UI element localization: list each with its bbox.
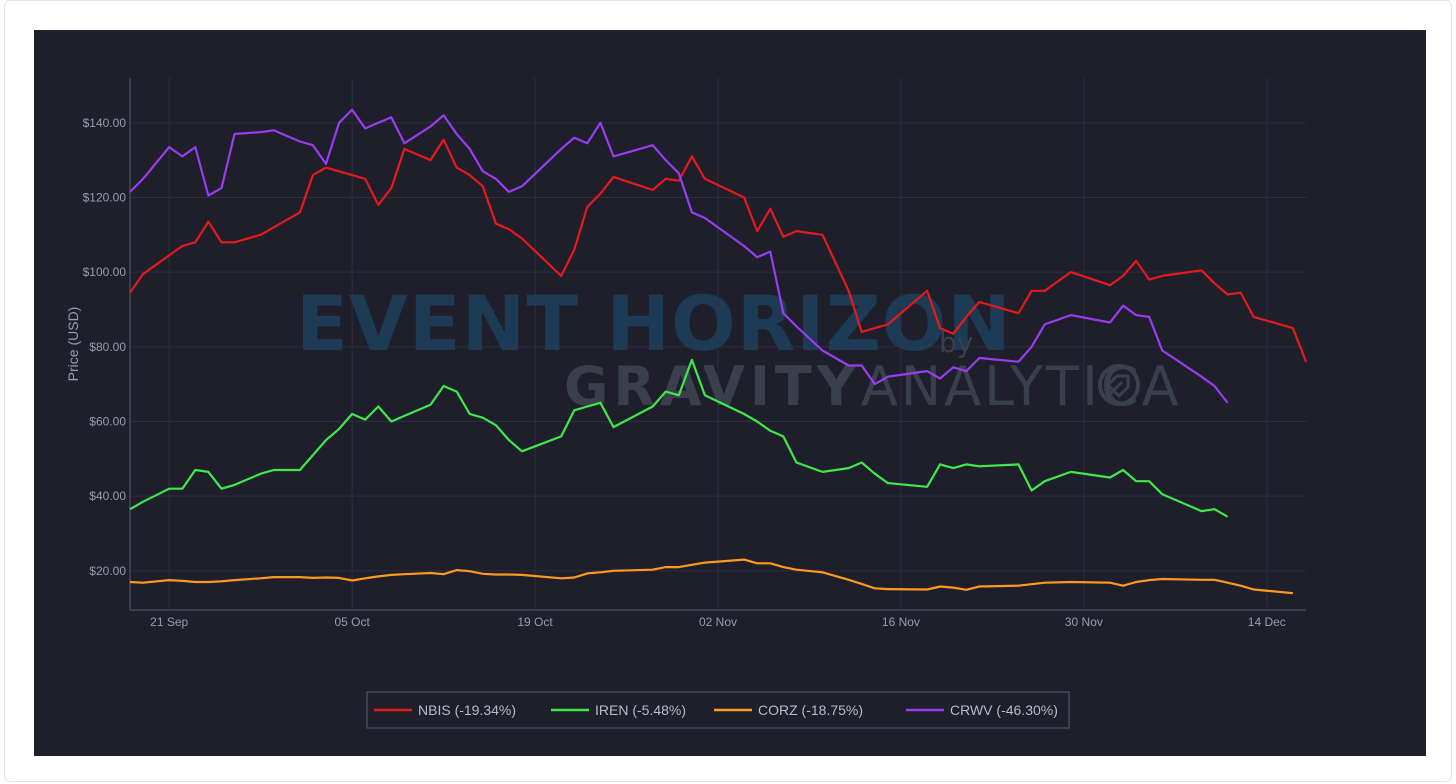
x-tick-label: 02 Nov [699, 615, 737, 629]
x-tick-label: 16 Nov [882, 615, 920, 629]
y-tick-label: $120.00 [83, 190, 127, 204]
x-tick-label: 14 Dec [1248, 615, 1286, 629]
y-axis-label: Price (USD) [65, 307, 81, 382]
y-axis: $20.00 $40.00 $60.00 $80.00 $100.00 $120.00 $1… [83, 116, 127, 578]
price-line-chart: EVENT HORIZON by GRAVITYANALYTICA $20.00… [65, 78, 1308, 729]
legend-item-corz[interactable]: CORZ (-18.75%) [714, 702, 863, 718]
series-line-nbis [129, 138, 1308, 363]
watermark-brand-light: ANALYTICA [861, 355, 1182, 418]
series-line-iren [129, 358, 1229, 518]
series-line-crwv [129, 108, 1229, 404]
x-tick-label: 21 Sep [150, 615, 188, 629]
x-tick-label: 19 Oct [517, 615, 553, 629]
legend-label: NBIS (-19.34%) [418, 702, 516, 718]
x-axis: 21 Sep 05 Oct 19 Oct 02 Nov 16 Nov 30 Nov 14 D… [150, 615, 1286, 629]
legend-label: CRWV (-46.30%) [950, 702, 1058, 718]
series-line-corz [129, 558, 1294, 595]
x-tick-label: 30 Nov [1065, 615, 1103, 629]
chart-panel: EVENT HORIZON by GRAVITYANALYTICA $20.00… [34, 30, 1426, 756]
y-tick-label: $20.00 [89, 564, 126, 578]
watermark: EVENT HORIZON by GRAVITYANALYTICA [296, 279, 1182, 418]
y-tick-label: $100.00 [83, 265, 127, 279]
watermark-event-horizon: EVENT HORIZON [296, 279, 1012, 368]
grid-lines [130, 78, 1306, 610]
legend-item-nbis[interactable]: NBIS (-19.34%) [374, 702, 516, 718]
y-tick-label: $40.00 [89, 489, 126, 503]
rocket-logo-icon [1098, 364, 1140, 406]
series-lines [129, 108, 1308, 595]
legend-label: CORZ (-18.75%) [758, 702, 863, 718]
legend[interactable]: NBIS (-19.34%) IREN (-5.48%) CORZ (-18.75%… [366, 691, 1070, 729]
watermark-gravity-analytica: GRAVITYANALYTICA [564, 355, 1182, 418]
x-tick-label: 05 Oct [334, 615, 370, 629]
legend-label: IREN (-5.48%) [595, 702, 686, 718]
y-tick-label: $60.00 [89, 414, 126, 428]
legend-item-crwv[interactable]: CRWV (-46.30%) [906, 702, 1058, 718]
watermark-brand-bold: GRAVITY [564, 355, 861, 418]
y-tick-label: $80.00 [89, 340, 126, 354]
y-tick-label: $140.00 [83, 116, 127, 130]
legend-item-iren[interactable]: IREN (-5.48%) [551, 702, 686, 718]
